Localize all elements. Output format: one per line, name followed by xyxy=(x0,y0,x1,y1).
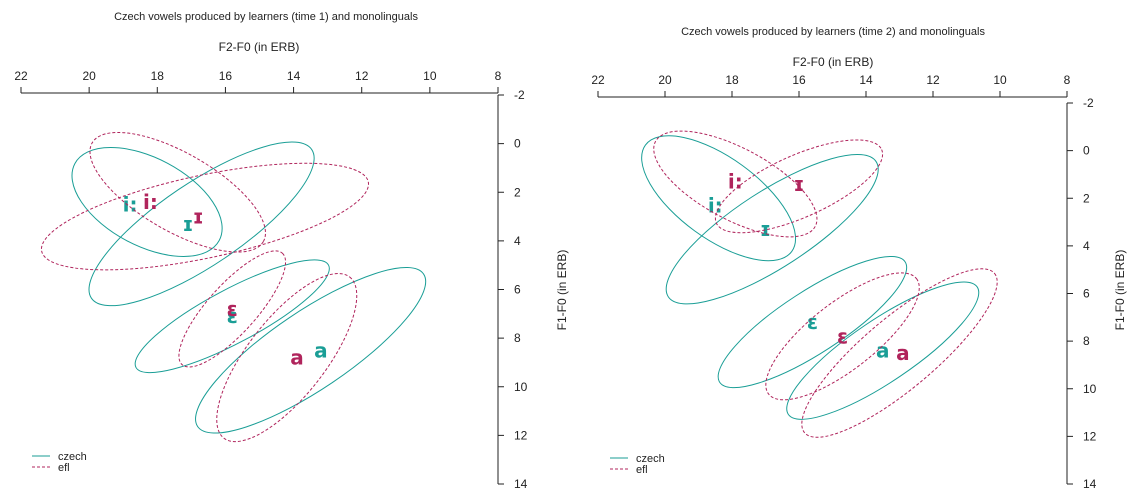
czech-vowel-label: i: xyxy=(123,192,138,216)
x-tick-label: 20 xyxy=(658,73,672,87)
y-tick-label: 2 xyxy=(514,185,521,199)
y-axis-label: F1-F0 (in ERB) xyxy=(555,250,569,331)
efl-vowel-label: ɛ xyxy=(837,324,848,348)
czech-ellipse xyxy=(641,135,797,262)
chart-title: Czech vowels produced by learners (time … xyxy=(681,26,985,38)
y-tick-label: 0 xyxy=(514,137,521,151)
chart-panel-1: Czech vowels produced by learners (time … xyxy=(14,11,569,489)
y-tick-label: 12 xyxy=(1083,429,1097,443)
efl-vowel-label: a xyxy=(290,346,304,370)
czech-ellipse xyxy=(786,281,980,420)
efl-ellipse xyxy=(89,131,266,253)
y-tick-label: 10 xyxy=(514,380,528,394)
legend-label-efl: efl xyxy=(636,464,648,476)
x-tick-label: 14 xyxy=(859,73,873,87)
x-tick-label: 12 xyxy=(926,73,940,87)
y-tick-label: 8 xyxy=(1083,334,1090,348)
czech-vowel-label: ɛ xyxy=(807,310,818,334)
efl-vowel-label: i: xyxy=(143,190,158,214)
x-tick-label: 18 xyxy=(725,73,739,87)
efl-vowel-label: a xyxy=(896,341,910,365)
chart-panel-2: Czech vowels produced by learners (time … xyxy=(591,26,1127,489)
czech-vowel-label: ɪ xyxy=(760,217,771,241)
efl-ellipse xyxy=(653,130,818,238)
x-tick-label: 22 xyxy=(14,69,28,83)
czech-vowel-label: a xyxy=(876,339,890,363)
y-tick-label: -2 xyxy=(514,88,525,102)
efl-ellipse xyxy=(40,162,370,271)
y-tick-label: 8 xyxy=(514,331,521,345)
y-tick-label: 14 xyxy=(1083,477,1097,489)
x-tick-label: 22 xyxy=(591,73,605,87)
y-tick-label: -2 xyxy=(1083,96,1094,110)
x-tick-label: 14 xyxy=(287,69,301,83)
y-tick-label: 0 xyxy=(1083,144,1090,158)
czech-ellipse xyxy=(665,154,879,305)
efl-ellipse xyxy=(216,273,358,443)
y-tick-label: 6 xyxy=(514,283,521,297)
x-tick-label: 16 xyxy=(219,69,233,83)
czech-ellipse xyxy=(134,259,330,374)
czech-vowel-label: ɛ xyxy=(227,304,238,328)
legend-label-czech: czech xyxy=(636,453,665,465)
czech-vowel-label: ɪ xyxy=(182,212,193,236)
y-tick-label: 4 xyxy=(1083,239,1090,253)
efl-ellipse xyxy=(178,250,287,368)
efl-vowel-label: i: xyxy=(728,170,743,194)
efl-vowel-label: ɪ xyxy=(794,172,805,196)
y-tick-label: 14 xyxy=(514,477,528,489)
czech-ellipse xyxy=(71,147,223,257)
x-tick-label: 12 xyxy=(355,69,369,83)
efl-ellipse xyxy=(714,139,884,234)
legend-label-czech: czech xyxy=(58,451,87,463)
y-tick-label: 10 xyxy=(1083,382,1097,396)
efl-vowel-label: ɛ xyxy=(227,297,238,321)
y-tick-label: 2 xyxy=(1083,191,1090,205)
x-axis-label: F2-F0 (in ERB) xyxy=(793,55,874,69)
czech-ellipse xyxy=(717,256,908,389)
czech-ellipse xyxy=(195,267,427,434)
y-tick-label: 12 xyxy=(514,428,528,442)
x-axis-label: F2-F0 (in ERB) xyxy=(219,40,300,54)
czech-vowel-label: a xyxy=(314,338,328,362)
y-tick-label: 4 xyxy=(514,234,521,248)
x-tick-label: 10 xyxy=(423,69,437,83)
x-tick-label: 18 xyxy=(151,69,165,83)
legend-label-efl: efl xyxy=(58,462,70,474)
efl-ellipse xyxy=(765,272,920,401)
x-tick-label: 8 xyxy=(495,69,502,83)
x-tick-label: 8 xyxy=(1064,73,1071,87)
x-tick-label: 20 xyxy=(82,69,96,83)
czech-ellipse xyxy=(88,141,315,307)
efl-ellipse xyxy=(801,268,998,438)
y-tick-label: 6 xyxy=(1083,287,1090,301)
x-tick-label: 16 xyxy=(792,73,806,87)
y-axis-label: F1-F0 (in ERB) xyxy=(1113,250,1127,331)
efl-vowel-label: ɪ xyxy=(193,205,204,229)
x-tick-label: 10 xyxy=(993,73,1007,87)
chart-title: Czech vowels produced by learners (time … xyxy=(114,11,418,23)
